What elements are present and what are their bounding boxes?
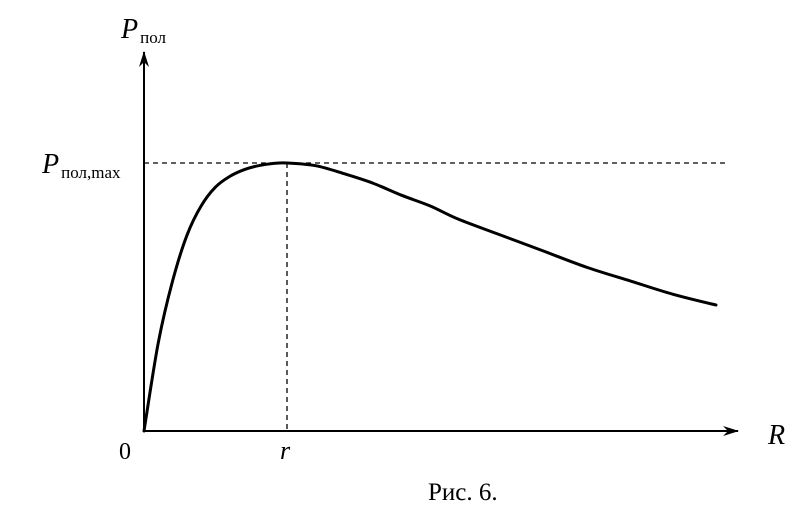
- y-axis-symbol: P: [120, 14, 138, 45]
- x-tick-label-r: r: [280, 436, 291, 465]
- max-tick-subscript: пол,max: [61, 163, 121, 182]
- figure-caption: Рис. 6.: [428, 479, 498, 506]
- x-axis-label: R: [767, 420, 785, 451]
- origin-label: 0: [119, 439, 131, 465]
- y-axis-subscript: пол: [140, 28, 166, 47]
- max-tick-symbol: P: [41, 149, 59, 180]
- power-curve: [142, 161, 718, 433]
